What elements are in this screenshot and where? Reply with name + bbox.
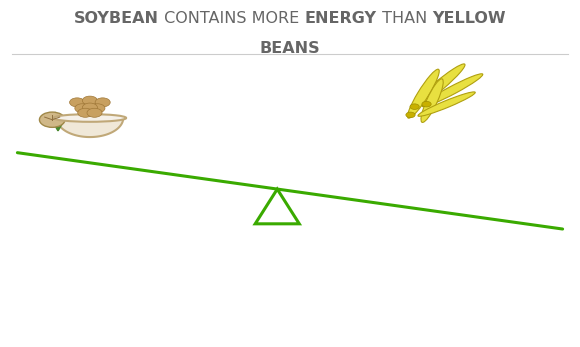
Circle shape [82,103,97,112]
Ellipse shape [421,79,443,122]
Text: THAN: THAN [377,10,432,26]
Circle shape [82,96,97,105]
Circle shape [406,112,415,118]
Ellipse shape [408,69,439,118]
Ellipse shape [411,64,465,110]
Circle shape [422,101,431,107]
Circle shape [90,104,105,113]
Circle shape [70,98,85,107]
Circle shape [87,108,102,117]
Circle shape [78,108,93,117]
Text: BEANS: BEANS [260,41,320,56]
Text: CONTAINS MORE: CONTAINS MORE [160,10,304,26]
Text: ENERGY: ENERGY [304,10,377,26]
Polygon shape [57,118,123,137]
Ellipse shape [422,74,483,107]
Circle shape [75,104,90,113]
Ellipse shape [54,114,126,122]
Text: YELLOW: YELLOW [432,10,506,26]
Circle shape [95,98,110,107]
Circle shape [39,112,65,127]
Circle shape [410,104,419,109]
Ellipse shape [418,92,475,116]
Text: SOYBEAN: SOYBEAN [74,10,160,26]
